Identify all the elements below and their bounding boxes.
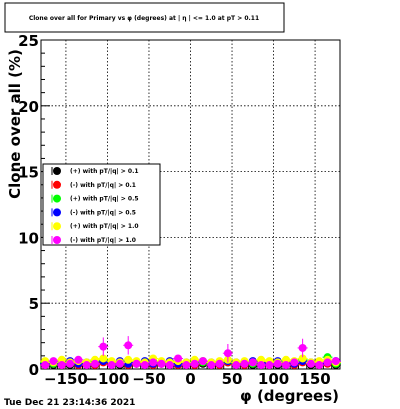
- data-point: [265, 361, 274, 370]
- y-tick-label: 25: [18, 32, 39, 50]
- data-point: [323, 358, 332, 367]
- data-point: [282, 361, 291, 370]
- legend-label: (-) with pT/|q| > 1.0: [70, 237, 136, 244]
- y-tick-label: 20: [18, 98, 39, 116]
- data-point: [198, 357, 207, 366]
- data-point: [257, 361, 266, 370]
- series-layer: [40, 336, 341, 370]
- data-point: [215, 359, 224, 368]
- x-tick-label: −150: [44, 370, 88, 388]
- data-point: [115, 359, 124, 368]
- data-point: [298, 354, 307, 363]
- y-tick-label: 15: [18, 164, 39, 182]
- timestamp: Tue Dec 21 23:14:36 2021: [4, 398, 135, 408]
- data-point: [248, 358, 257, 367]
- chart-title: Clone over all for Primary vs φ (degrees…: [29, 15, 259, 22]
- data-point: [315, 361, 324, 370]
- data-point: [49, 357, 58, 366]
- legend-marker: [53, 194, 61, 203]
- legend-label: (+) with pT/|q| > 1.0: [70, 223, 139, 230]
- data-point: [99, 354, 108, 363]
- x-axis-title: φ (degrees): [240, 387, 339, 405]
- x-tick-label: −100: [85, 370, 129, 388]
- x-tick-label: 0: [185, 370, 195, 388]
- data-point: [190, 359, 199, 368]
- legend-marker: [53, 222, 61, 231]
- data-point: [290, 358, 299, 367]
- data-point: [240, 359, 249, 368]
- data-point: [82, 361, 91, 370]
- y-axis-title: Clone over all (%): [6, 49, 24, 199]
- legend-label: (+) with pT/|q| > 0.1: [70, 168, 139, 175]
- legend: (+) with pT/|q| > 0.1 (-) with pT/|q| > 0…: [42, 163, 161, 246]
- legend-marker: [53, 208, 61, 217]
- legend-label: (+) with pT/|q| > 0.5: [70, 196, 139, 203]
- legend-marker: [53, 180, 61, 189]
- data-point: [207, 361, 216, 370]
- data-point: [149, 358, 158, 367]
- data-point: [90, 359, 99, 368]
- y-tick-label: 10: [18, 229, 39, 247]
- x-tick-label: 150: [299, 370, 330, 388]
- data-point: [157, 359, 166, 368]
- title-box: [4, 2, 285, 33]
- data-point: [223, 349, 232, 358]
- tick-layer: −150−100 −50 0 50 100 150 0 5 10 15 20 25: [18, 32, 333, 388]
- data-point: [306, 359, 315, 368]
- x-tick-label: 50: [222, 370, 243, 388]
- legend-marker: [53, 167, 61, 175]
- data-point: [124, 355, 133, 364]
- data-point: [124, 341, 133, 350]
- legend-label: (-) with pT/|q| > 0.5: [70, 209, 136, 216]
- data-point: [165, 361, 174, 370]
- data-point: [140, 361, 149, 370]
- data-point: [232, 361, 241, 370]
- data-point: [298, 343, 307, 352]
- y-tick-label: 5: [29, 295, 39, 313]
- data-point: [41, 361, 50, 370]
- data-point: [66, 359, 75, 368]
- legend-label: (-) with pT/|q| > 0.1: [70, 182, 136, 189]
- data-point: [331, 357, 340, 366]
- series-5: [40, 336, 341, 370]
- x-tick-label: 100: [258, 370, 289, 388]
- data-point: [273, 359, 282, 368]
- data-point: [74, 355, 83, 364]
- legend-marker: [53, 236, 61, 244]
- x-tick-label: −50: [132, 370, 165, 388]
- data-point: [107, 361, 116, 370]
- data-point: [174, 354, 183, 363]
- data-point: [57, 361, 66, 370]
- data-point: [182, 361, 191, 370]
- legend-box: [42, 163, 161, 246]
- y-tick-label: 0: [29, 361, 39, 379]
- data-point: [99, 342, 108, 351]
- data-point: [132, 359, 141, 368]
